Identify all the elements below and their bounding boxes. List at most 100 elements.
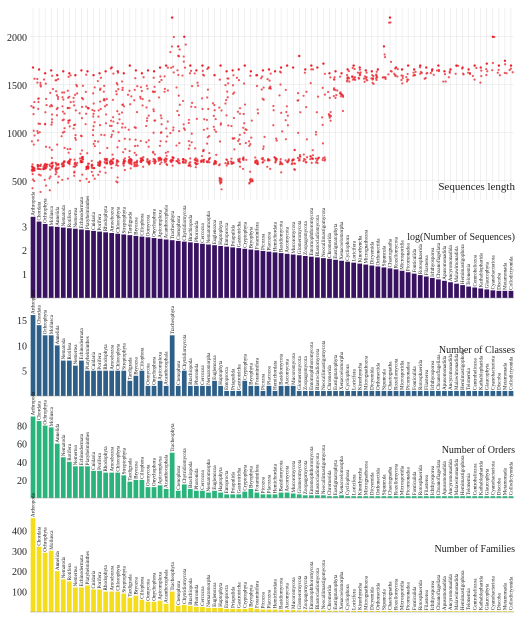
seq-length-point (102, 99, 105, 102)
phylum-label: Filasterea (424, 255, 430, 276)
phylum-label: Orthonectida (375, 582, 381, 610)
bar (36, 421, 42, 498)
seq-length-point (181, 99, 185, 103)
bar (73, 228, 78, 298)
seq-length-point (55, 114, 59, 117)
seq-length-point (128, 149, 131, 153)
seq-length-point (291, 66, 295, 69)
phylum-label: Nemertea (73, 566, 79, 587)
seq-length-point (172, 35, 175, 39)
seq-length-point (437, 68, 441, 72)
seq-length-point (226, 90, 229, 93)
seq-length-point (105, 103, 108, 107)
seq-length-point (176, 109, 179, 113)
phylum-label: Telonemia (466, 263, 472, 286)
seq-length-point (38, 122, 42, 125)
phylum-label: Annelida (55, 423, 61, 443)
seq-length-point (159, 114, 162, 117)
seq-length-point (72, 100, 75, 103)
seq-length-point (262, 147, 265, 150)
bar (363, 264, 369, 298)
seq-length-point (33, 134, 36, 137)
phylum-label: Xenacoelomorpha (339, 351, 345, 390)
seq-length-point (332, 88, 335, 91)
seq-length-point (284, 88, 287, 92)
seq-length-point (62, 98, 65, 101)
seq-length-point (314, 130, 318, 134)
seq-length-point (116, 70, 119, 73)
seq-length-point (443, 70, 446, 73)
phylum-label: Chordata (37, 304, 43, 324)
families-panel: 100 200 300 400 Arthropoda Chordata Ochrophyta… (12, 492, 515, 613)
seq-length-point (242, 156, 245, 159)
bar (109, 472, 115, 498)
seq-length-point (85, 112, 88, 115)
phylum-label: Amoebozoa (109, 344, 115, 370)
seq-length-point (244, 128, 247, 131)
seq-length-point (90, 163, 94, 166)
seq-length-point (243, 64, 246, 67)
seq-length-point (311, 68, 315, 71)
phylum-label: Choanoflagellata (435, 574, 442, 610)
bar (436, 390, 441, 396)
phylum-label: Filasterea (424, 369, 430, 390)
seq-length-point (69, 147, 72, 151)
seq-length-point (473, 78, 476, 81)
bar (48, 226, 54, 298)
seq-length-point (184, 161, 187, 164)
phylum-label: Chordata (37, 201, 43, 221)
seq-length-point (390, 70, 393, 73)
seq-length-point (170, 159, 174, 162)
seq-length-point (268, 86, 272, 89)
seq-length-point (74, 136, 77, 140)
seq-length-point (231, 69, 234, 72)
bar (327, 496, 332, 498)
seq-length-point (36, 163, 39, 167)
bar (308, 390, 314, 396)
seq-length-point (236, 110, 239, 113)
bar (417, 611, 423, 612)
seq-length-point (321, 142, 325, 145)
orders-panel: 20 40 60 80 Arthropoda Chordata Ochrophyta Moll… (17, 391, 515, 499)
bar (169, 335, 175, 396)
seq-length-point (85, 73, 88, 76)
phylum-label: Phoronida (194, 220, 200, 242)
phylum-label: Glaucophyta (484, 468, 490, 495)
bar (508, 611, 514, 612)
bar (127, 597, 133, 612)
phylum-label: Fonticulida (412, 586, 418, 610)
phylum-label: Ancyromonadida (448, 458, 454, 495)
seq-length-point (116, 176, 119, 179)
seq-length-point (279, 160, 282, 163)
phylum-label: Glaucophyta (484, 261, 490, 288)
seq-length-point (44, 165, 47, 169)
bar (272, 390, 278, 396)
phylum-label: Phoronida (194, 468, 200, 490)
seq-length-point (183, 66, 187, 69)
seq-length-point (316, 161, 319, 165)
bar (133, 375, 139, 396)
phylum-label: Bryozoa (133, 461, 139, 479)
seq-length-point (227, 162, 230, 165)
seq-length-point (80, 117, 84, 120)
seq-length-point (491, 35, 495, 38)
seq-length-point (152, 110, 155, 113)
seq-length-point (104, 122, 108, 125)
y-tick-label: 20 (17, 476, 27, 487)
seq-length-point (86, 162, 90, 165)
bar (315, 610, 320, 612)
seq-length-point (76, 161, 79, 165)
seq-length-point (475, 66, 478, 70)
seq-length-point (352, 64, 355, 67)
phylum-label: Rozellomycota (394, 463, 400, 495)
bar (272, 494, 278, 498)
seq-length-point (140, 89, 143, 93)
seq-length-point (296, 99, 299, 102)
bar (284, 492, 290, 498)
phylum-label: Ochrophyta (43, 527, 49, 552)
seq-length-point (359, 73, 362, 76)
seq-length-point (154, 160, 157, 163)
phylum-label: Collodictyonida (509, 576, 515, 610)
phylum-label: Chytridiomycota (182, 205, 188, 241)
bar (405, 496, 411, 498)
